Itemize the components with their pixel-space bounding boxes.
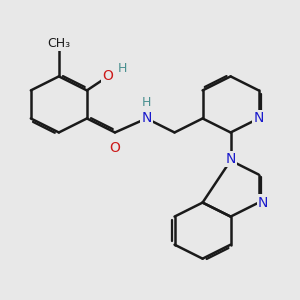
Text: H: H: [117, 62, 127, 75]
Text: CH₃: CH₃: [47, 37, 70, 50]
Text: N: N: [225, 152, 236, 166]
Text: O: O: [103, 69, 113, 83]
Text: H: H: [142, 96, 151, 109]
Text: N: N: [258, 196, 268, 210]
Text: O: O: [110, 141, 120, 155]
Text: N: N: [254, 112, 264, 125]
Text: N: N: [141, 112, 152, 125]
